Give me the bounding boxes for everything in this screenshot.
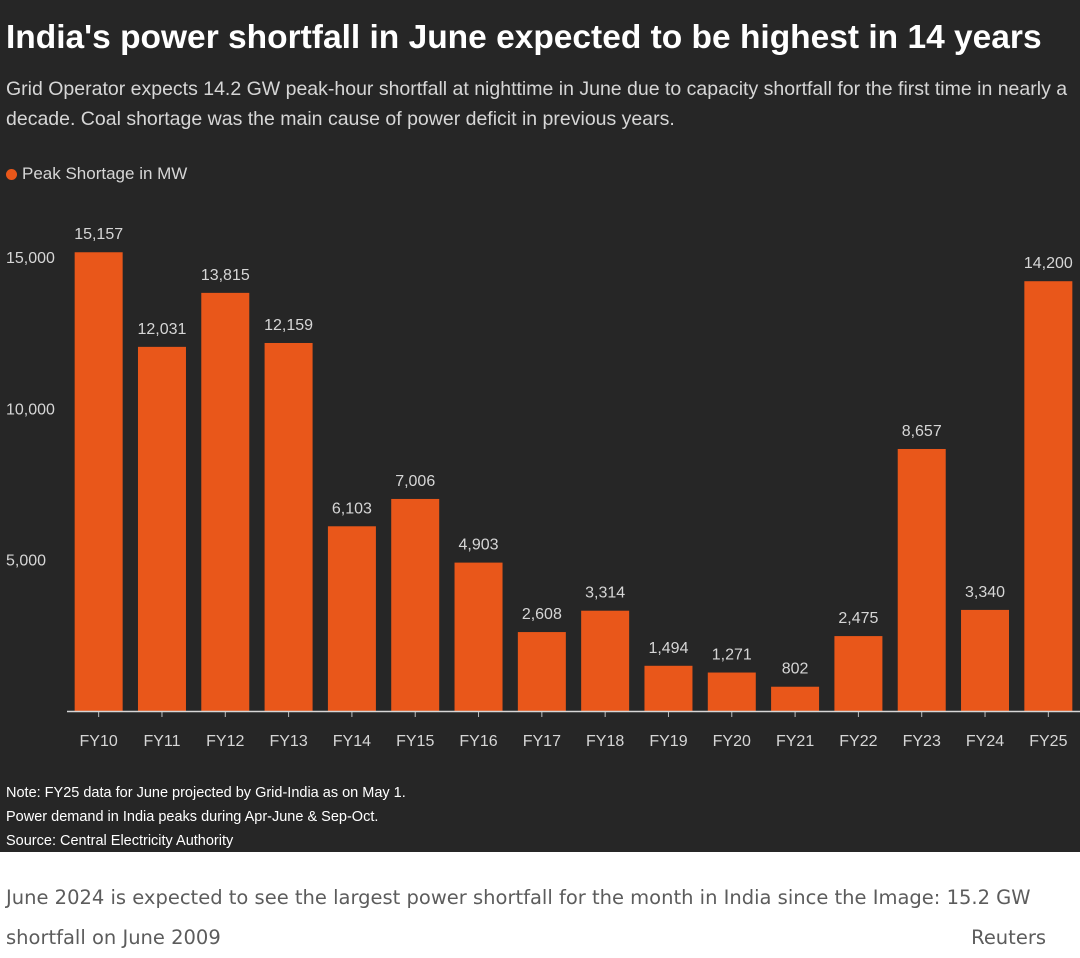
data-label: 6,103	[332, 500, 372, 517]
x-tick-label: FY24	[966, 733, 1004, 750]
x-tick-label: FY14	[333, 733, 371, 750]
x-tick-label: FY11	[143, 733, 180, 750]
bar	[517, 632, 566, 711]
data-label: 2,475	[838, 610, 878, 627]
data-label: 3,340	[965, 584, 1005, 601]
bar	[264, 342, 313, 711]
data-label: 14,200	[1024, 255, 1073, 272]
image-caption: June 2024 is expected to see the largest…	[6, 878, 1046, 958]
data-label: 7,006	[395, 473, 435, 490]
bar	[834, 636, 883, 711]
bar	[897, 448, 946, 711]
bar	[74, 252, 123, 711]
legend-swatch	[6, 168, 17, 180]
x-tick-label: FY12	[206, 733, 244, 750]
data-label: 12,031	[138, 321, 187, 338]
bar	[644, 665, 693, 711]
chart-notes: Note: FY25 data for June projected by Gr…	[6, 781, 406, 852]
x-tick-label: FY16	[459, 733, 497, 750]
chart-subtitle: Grid Operator expects 14.2 GW peak-hour …	[6, 78, 1068, 130]
bar	[327, 526, 376, 711]
x-tick-label: FY10	[80, 733, 118, 750]
y-tick-label: 10,000	[6, 401, 55, 418]
bar	[201, 292, 250, 711]
bar	[391, 498, 440, 711]
chart-panel: India's power shortfall in June expected…	[0, 0, 1080, 852]
bar	[581, 610, 630, 711]
note-line: Power demand in India peaks during Apr-J…	[6, 809, 379, 825]
x-tick-label: FY19	[649, 733, 687, 750]
y-tick-label: 5,000	[6, 553, 46, 570]
bar	[707, 672, 756, 711]
x-tick-label: FY23	[903, 733, 941, 750]
data-label: 8,657	[902, 423, 942, 440]
x-tick-label: FY20	[713, 733, 751, 750]
bar	[454, 562, 503, 711]
x-tick-label: FY15	[396, 733, 434, 750]
legend-label: Peak Shortage in MW	[22, 164, 188, 183]
x-tick-label: FY17	[523, 733, 561, 750]
data-label: 4,903	[459, 537, 499, 554]
note-line: Note: FY25 data for June projected by Gr…	[6, 785, 406, 801]
data-label: 13,815	[201, 267, 250, 284]
y-tick-label: 15,000	[6, 250, 55, 267]
data-label: 1,271	[712, 647, 752, 664]
x-tick-label: FY21	[776, 733, 814, 750]
caption-text: June 2024 is expected to see the largest…	[6, 886, 1031, 949]
source-line: Source: Central Electricity Authority	[6, 833, 234, 849]
data-label: 802	[782, 661, 809, 678]
bar	[1024, 281, 1073, 711]
bar	[137, 346, 186, 711]
x-tick-label: FY22	[839, 733, 877, 750]
bar	[961, 609, 1010, 711]
caption-credit: Reuters	[971, 926, 1046, 949]
data-label: 15,157	[74, 226, 123, 243]
data-label: 2,608	[522, 606, 562, 623]
chart-title: India's power shortfall in June expected…	[6, 19, 1042, 56]
legend: Peak Shortage in MW	[6, 162, 187, 186]
x-tick-label: FY18	[586, 733, 624, 750]
bar-chart: 5,000 10,000 15,000 15,157 FY10 12,031 FY11 13,…	[6, 226, 1080, 750]
data-label: 3,314	[585, 585, 625, 602]
data-label: 1,494	[648, 640, 688, 657]
x-tick-label: FY25	[1029, 733, 1067, 750]
bar	[771, 686, 820, 711]
data-label: 12,159	[264, 317, 313, 334]
x-tick-label: FY13	[269, 733, 307, 750]
